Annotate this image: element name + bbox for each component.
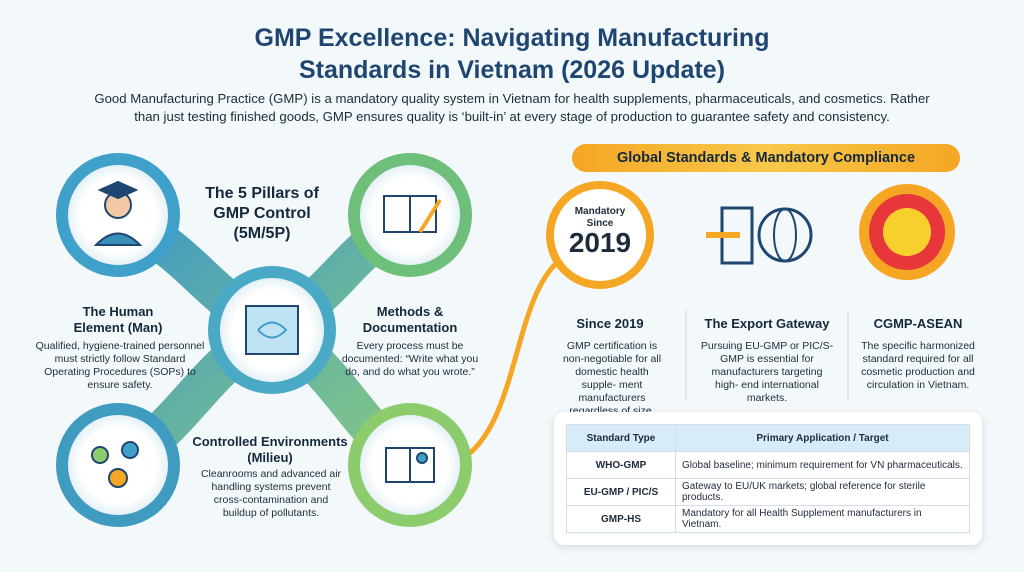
header-cell: Standard Type [566,424,676,452]
badge-label: Mandatory [574,206,626,217]
pillar-text: Cleanrooms and advanced air handling sys… [200,468,342,519]
card-text: Pursuing EU-GMP or PIC/S-GMP is essentia… [700,340,834,404]
pillars-title: The 5 Pillars of GMP Control (5M/5P) [205,185,319,242]
table-row: EU-GMP / PIC/S Gateway to EU/UK markets; … [566,478,970,506]
title-line: Standards in Vietnam (2026 Update) [298,56,726,84]
compliance-heading: Global Standards & Mandatory Compliance [572,144,960,172]
pillar-text: Qualified, hygiene-trained personnel mus… [35,340,205,391]
cell: GMP-HS [566,505,676,533]
pillar-heading: The Human Element (Man) [73,304,163,335]
header-cell: Primary Application / Target [675,424,970,452]
title-line: GMP Excellence: Navigating Manufacturing [254,24,770,52]
card-heading: CGMP-ASEAN [873,316,963,331]
pillar-text: Every process must be documented: “Write… [341,340,479,378]
card-text: The specific harmonized standard require… [861,340,975,391]
table-row: GMP-HS Mandatory for all Health Supplemen… [566,505,970,533]
card-heading: The Export Gateway [704,316,830,331]
standards-table: Standard Type Primary Application / Targe… [566,424,970,533]
table-header: Standard Type Primary Application / Targe… [566,424,970,452]
card-heading: Since 2019 [576,316,644,331]
orange-connector [449,258,562,468]
cell: WHO-GMP [566,451,676,479]
title: GMP Excellence: Navigating Manufacturing… [162,22,862,86]
compliance-icons [546,181,955,289]
badge-label: Since [586,218,614,229]
card-text: GMP certification is non-negotiable for … [562,340,662,417]
table-row: WHO-GMP Global baseline; minimum requirem… [566,451,970,479]
cell: Gateway to EU/UK markets; global referen… [675,478,970,506]
pillar-heading: Methods & Documentation [362,304,458,335]
cell: Mandatory for all Health Supplement manu… [675,505,970,533]
intro: Good Manufacturing Practice (GMP) is a m… [94,91,930,124]
cell: Global baseline; minimum requirement for… [675,451,970,479]
card-dividers [685,310,849,400]
pillar-heading: Controlled Environments (Milieu) [192,434,348,465]
badge-year: 2019 [568,227,632,258]
pillar-icons [91,180,442,488]
cell: EU-GMP / PIC/S [566,478,676,506]
